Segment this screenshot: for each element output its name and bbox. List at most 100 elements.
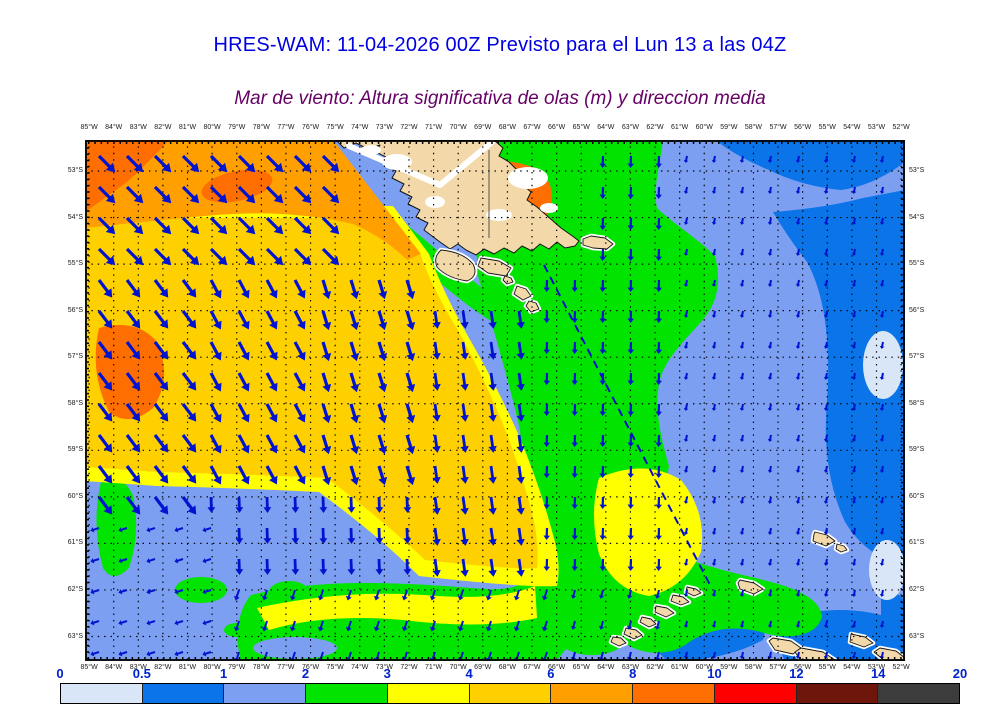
lon-tick-label: 66°W — [548, 124, 566, 131]
lon-tick-label: 53°W — [867, 124, 886, 131]
colorbar-tick-label: 6 — [547, 666, 555, 681]
graticule-grid — [85, 140, 905, 661]
map-frame — [85, 140, 905, 661]
lon-tick-label: 74°W — [351, 664, 369, 671]
lon-tick-label: 56°W — [794, 124, 812, 131]
lon-tick-label: 78°W — [252, 124, 270, 131]
lon-tick-label: 56°W — [794, 664, 812, 671]
lat-tick-label: 57°S — [67, 353, 83, 361]
lat-tick-label: 54°S — [909, 213, 925, 221]
lon-tick-label: 84°W — [105, 124, 123, 131]
lon-tick-label: 60°W — [695, 664, 713, 671]
land-ice-patches — [361, 145, 558, 221]
lat-tick-label: 61°S — [909, 539, 925, 547]
colorbar-segment — [224, 684, 307, 703]
lon-tick-label: 75°W — [326, 664, 344, 671]
lat-tick-label: 57°S — [909, 353, 925, 361]
map-frame-ticks — [87, 142, 903, 659]
lon-tick-label: 61°W — [671, 124, 689, 131]
lon-tick-label: 72°W — [400, 124, 418, 131]
lon-tick-label: 69°W — [474, 124, 492, 131]
lon-tick-label: 63°W — [621, 124, 640, 131]
route-line — [543, 264, 711, 586]
lon-tick-label: 63°W — [621, 664, 640, 671]
lon-tick-label: 77°W — [277, 124, 295, 131]
lon-tick-label: 57°W — [769, 124, 787, 131]
wave-height-colorbar — [60, 683, 960, 704]
lon-tick-label: 74°W — [351, 124, 369, 131]
colorbar-tick-label: 14 — [870, 666, 886, 681]
lon-tick-label: 72°W — [400, 664, 418, 671]
lat-tick-label: 58°S — [67, 399, 83, 407]
lon-tick-label: 53°W — [867, 664, 886, 671]
lon-tick-label: 70°W — [449, 124, 467, 131]
lon-tick-label: 70°W — [449, 664, 467, 671]
lat-tick-label: 53°S — [67, 167, 83, 174]
lon-tick-label: 85°W — [80, 664, 98, 671]
lon-tick-label: 52°W — [892, 124, 910, 131]
lat-tick-label: 60°S — [909, 492, 925, 500]
lon-tick-label: 78°W — [252, 664, 270, 671]
lon-tick-label: 85°W — [80, 124, 98, 131]
lon-tick-label: 55°W — [818, 124, 836, 131]
lon-tick-label: 80°W — [203, 664, 221, 671]
colorbar-segment — [306, 684, 388, 703]
colorbar-segment — [796, 684, 879, 703]
colorbar-tick-label: 4 — [465, 666, 473, 681]
lon-tick-label: 76°W — [301, 124, 320, 131]
lon-tick-label: 79°W — [228, 664, 246, 671]
lon-tick-label: 61°W — [671, 664, 689, 671]
colorbar-tick-label: 3 — [383, 666, 391, 681]
lat-tick-label: 53°S — [909, 167, 925, 174]
lon-tick-label: 75°W — [326, 124, 344, 131]
lon-tick-label: 65°W — [572, 124, 590, 131]
lon-tick-label: 82°W — [154, 124, 172, 131]
lon-tick-label: 58°W — [744, 664, 763, 671]
lon-tick-label: 83°W — [129, 124, 147, 131]
lon-tick-label: 64°W — [597, 664, 615, 671]
strait-of-magellan — [346, 140, 495, 188]
lat-tick-label: 60°S — [67, 492, 83, 500]
lon-tick-label: 59°W — [720, 124, 738, 131]
lon-tick-label: 71°W — [424, 664, 443, 671]
lon-tick-label: 54°W — [843, 664, 861, 671]
lon-tick-label: 58°W — [744, 124, 763, 131]
lon-tick-label: 77°W — [277, 664, 295, 671]
lon-tick-label: 67°W — [523, 124, 541, 131]
colorbar-tick-label: 0 — [56, 666, 64, 681]
lon-tick-label: 62°W — [646, 664, 664, 671]
colorbar-segment — [469, 684, 552, 703]
colorbar-segment — [714, 684, 797, 703]
lon-tick-label: 83°W — [129, 664, 147, 671]
lon-tick-label: 79°W — [228, 124, 246, 131]
colorbar-segment — [61, 684, 143, 703]
lat-tick-label: 55°S — [909, 260, 925, 268]
lon-tick-label: 59°W — [720, 664, 738, 671]
colorbar-segment — [387, 684, 470, 703]
lat-tick-label: 56°S — [909, 306, 925, 314]
colorbar-segment — [633, 684, 715, 703]
lon-tick-label: 55°W — [818, 664, 836, 671]
lat-tick-label: 56°S — [67, 306, 83, 314]
lon-tick-label: 84°W — [105, 664, 123, 671]
colorbar-segment — [878, 684, 960, 703]
lon-tick-label: 68°W — [498, 124, 516, 131]
lat-tick-label: 62°S — [67, 585, 83, 593]
lon-tick-label: 68°W — [498, 664, 516, 671]
lon-tick-label: 76°W — [301, 664, 320, 671]
lat-tick-label: 59°S — [909, 446, 925, 454]
lon-tick-label: 73°W — [375, 664, 393, 671]
lon-tick-label: 80°W — [203, 124, 221, 131]
page-subtitle: Mar de viento: Altura significativa de o… — [234, 88, 766, 109]
lon-tick-label: 71°W — [424, 124, 443, 131]
colorbar-tick-label: 0.5 — [132, 666, 151, 681]
lon-tick-label: 81°W — [178, 124, 197, 131]
lon-tick-label: 67°W — [523, 664, 541, 671]
colorbar-tick-label: 1 — [220, 666, 228, 681]
lat-tick-label: 59°S — [67, 446, 83, 454]
colorbar-tick-label: 20 — [952, 666, 968, 681]
region-gold — [85, 218, 538, 569]
lat-tick-label: 55°S — [67, 260, 83, 268]
lat-tick-label: 63°S — [909, 632, 925, 640]
